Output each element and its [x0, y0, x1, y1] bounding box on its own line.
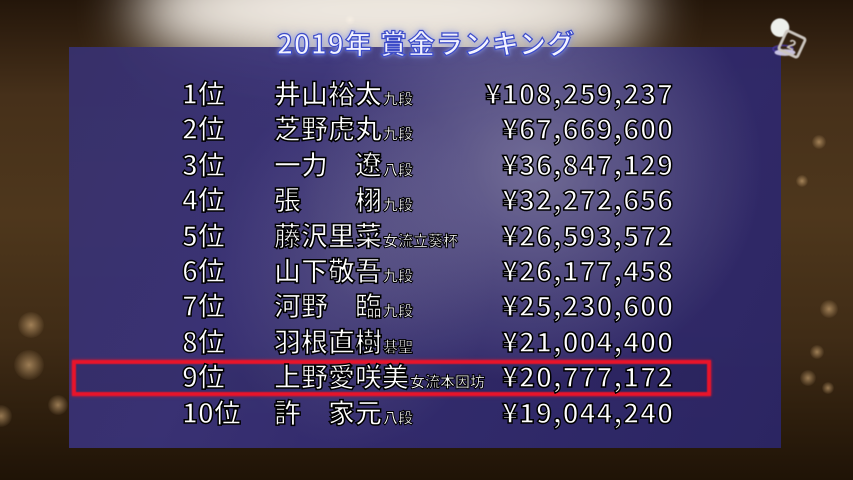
svg-text:2: 2	[785, 36, 799, 54]
